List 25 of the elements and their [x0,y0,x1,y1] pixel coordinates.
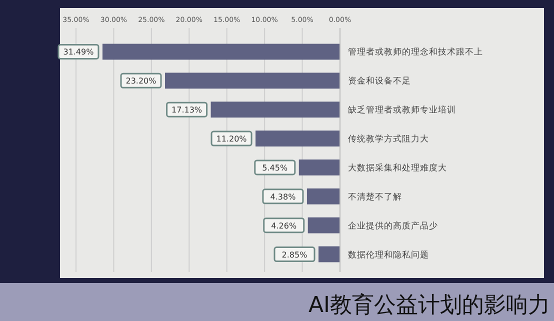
data-label: 5.45% [262,163,288,172]
y-tick-label: 企业提供的高质产品少 [348,220,438,232]
bar [102,44,340,60]
bar [165,72,340,89]
data-label: 4.26% [271,221,297,230]
data-label: 11.20% [216,134,248,144]
y-tick-label: 大数据采集和处理难度大 [348,162,447,174]
data-label: 23.20% [126,76,157,86]
data-label: 31.49% [63,48,94,57]
data-label: 17.13% [172,106,202,115]
bar [298,160,340,176]
bar [210,102,340,118]
bar [308,217,340,234]
y-tick-label: 资金和设备不足 [348,76,411,87]
data-label: 2.85% [282,250,308,260]
y-tick-label: 数据伦理和隐私问题 [348,249,429,260]
y-tick-label: 管理者或教师的理念和技术跟不上 [348,46,483,58]
bar [256,130,340,146]
bar [306,188,340,204]
bar [318,246,340,262]
data-label: 4.38% [270,192,296,202]
text: AI教育公益计划的影响力 [308,292,550,318]
y-tick-label: 不清楚不了解 [348,191,402,202]
y-tick-label: 缺乏管理者或教师专业培训 [348,104,456,116]
y-tick-label: 传统教学方式阻力大 [348,134,429,145]
